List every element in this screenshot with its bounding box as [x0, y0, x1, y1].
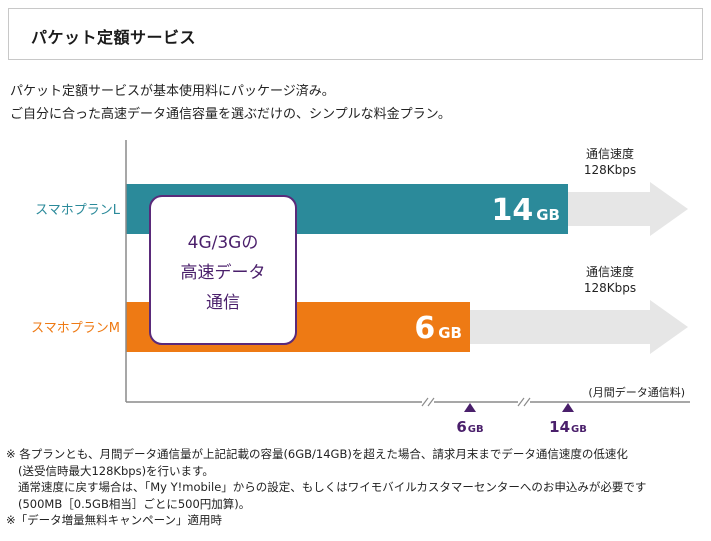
axis-break-stroke — [523, 397, 531, 407]
speed-label-value: 128Kbps — [584, 163, 636, 177]
section-header: パケット定額サービス — [8, 8, 703, 60]
speed-label-title: 通信速度 — [586, 146, 634, 161]
tick-label-6gb: 6GB — [456, 418, 483, 436]
high-speed-label-line: 4G/3Gの — [188, 233, 259, 253]
category-label-plan-m: スマホプランM — [31, 321, 120, 336]
footnote-line: (送受信時最大128Kbps)を行います。 — [18, 463, 214, 478]
speed-label-title: 通信速度 — [586, 264, 634, 279]
footnote-line: ※「データ増量無料キャンペーン」適用時 — [6, 513, 223, 527]
high-speed-label-line: 高速データ — [181, 262, 266, 283]
value-label-number: 14 — [492, 193, 534, 228]
high-speed-data-box — [149, 195, 297, 345]
axis-break-gap — [518, 397, 530, 407]
axis-break-gap — [422, 397, 434, 407]
page-title: パケット定額サービス — [31, 28, 197, 47]
intro-text: パケット定額サービスが基本使用料にパッケージ済み。 ご自分に合った高速データ通信… — [10, 80, 451, 126]
axis-break-stroke — [427, 397, 435, 407]
category-label-plan-l: スマホプランL — [35, 203, 121, 218]
footnote-line: 通常速度に戻す場合は、「My Y!mobile」からの設定、もしくはワイモバイル… — [18, 480, 647, 494]
tick-label-number: 14 — [549, 418, 570, 436]
tick-marker-14gb — [562, 403, 574, 412]
plan-chart: スマホプランL スマホプランM 14 GB 6 GB 通信速度 128Kbps 通信… — [31, 140, 690, 436]
tick-label-unit: GB — [468, 424, 484, 435]
high-speed-label-line: 通信 — [206, 293, 240, 313]
value-label-plan-l: 14 GB — [492, 193, 561, 228]
tick-marker-6gb — [464, 403, 476, 412]
footnote-line: (500MB［0.5GB相当］ごとに500円加算)。 — [18, 496, 251, 511]
plan-l-throttle-arrow — [568, 182, 688, 236]
tick-label-unit: GB — [571, 424, 587, 435]
axis-break-stroke — [421, 397, 429, 407]
intro-line-1: パケット定額サービスが基本使用料にパッケージ済み。 — [10, 84, 335, 99]
value-label-plan-m: 6 GB — [414, 311, 462, 346]
footnotes: ※ 各プランとも、月間データ通信量が上記記載の容量(6GB/14GB)を超えた場… — [6, 446, 646, 529]
speed-label-value: 128Kbps — [584, 281, 636, 295]
value-label-number: 6 — [414, 311, 435, 346]
axis-break-stroke — [517, 397, 525, 407]
axis-break-mark — [517, 397, 531, 407]
x-axis-label: (月間データ通信料) — [588, 385, 685, 399]
value-label-unit: GB — [438, 324, 462, 342]
tick-label-number: 6 — [456, 418, 466, 436]
tick-label-14gb: 14GB — [549, 418, 587, 436]
value-label-unit: GB — [536, 206, 560, 224]
axis-break-mark — [421, 397, 435, 407]
plan-m-throttle-arrow — [470, 300, 688, 354]
intro-line-2: ご自分に合った高速データ通信容量を選ぶだけの、シンプルな料金プラン。 — [10, 107, 451, 122]
footnote-line: ※ 各プランとも、月間データ通信量が上記記載の容量(6GB/14GB)を超えた場… — [6, 447, 628, 461]
